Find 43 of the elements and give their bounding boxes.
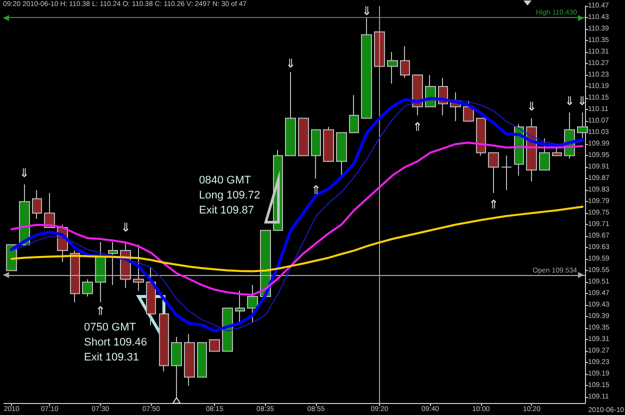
candlestick <box>82 278 93 298</box>
candlestick <box>361 17 372 119</box>
candlestick <box>184 333 195 386</box>
candlestick <box>32 190 42 220</box>
annotation: ⇓ <box>286 56 296 70</box>
candlestick <box>146 267 156 326</box>
annotation: ⇓ <box>19 166 30 180</box>
candlestick <box>336 132 347 176</box>
line-series <box>10 142 584 296</box>
annotation: ⇑ <box>95 304 106 318</box>
candlestick <box>539 138 550 170</box>
candlestick <box>412 74 423 116</box>
annotation: ⇑ <box>488 198 499 212</box>
candlestick <box>311 129 321 180</box>
candlestick <box>159 313 169 372</box>
annotation: ⇑ <box>412 120 423 134</box>
annotation: ⇓ <box>362 4 372 18</box>
candlestick <box>222 308 233 352</box>
annotation: ⇑ <box>310 183 322 197</box>
candlestick <box>197 342 207 378</box>
candlestick <box>70 250 80 303</box>
candlestick <box>349 94 359 134</box>
annotation: 0750 GMT Short 109.46 Exit 109.31 <box>84 322 147 364</box>
annotation: 0840 GMT Long 109.72 Exit 109.87 <box>199 174 260 216</box>
candlestick <box>463 100 474 122</box>
candlestick <box>133 244 144 292</box>
annotation: ⇓ <box>120 220 131 234</box>
candlestick <box>247 284 258 323</box>
annotation: ⇓ <box>526 100 537 114</box>
annotation: ⇓ <box>577 94 588 108</box>
candlestick <box>501 155 512 191</box>
candlestick <box>108 241 118 286</box>
candlestick <box>488 152 499 194</box>
candlestick <box>476 118 486 156</box>
candlestick <box>400 46 410 78</box>
candlestick <box>235 290 245 323</box>
candlestick <box>95 241 106 303</box>
candlestick <box>298 118 309 156</box>
candlestick <box>209 339 220 352</box>
annotation: ⇓ <box>564 94 575 108</box>
candlestick <box>387 52 398 84</box>
candlestick <box>323 126 334 162</box>
candlestick <box>285 72 296 156</box>
